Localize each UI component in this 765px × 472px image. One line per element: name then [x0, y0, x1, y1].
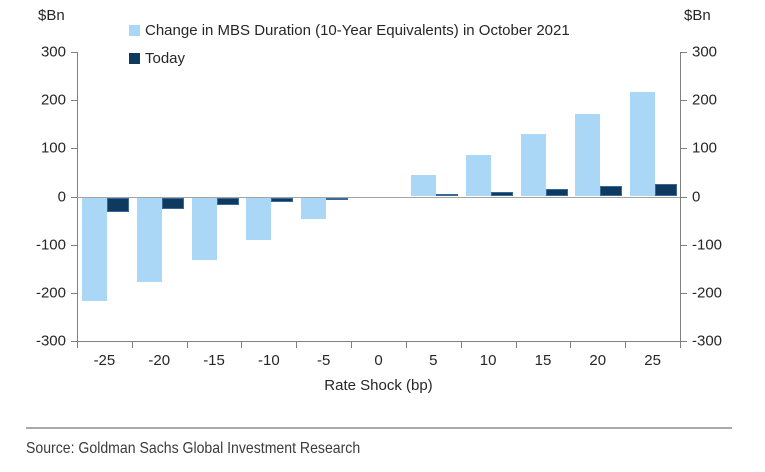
x-tick-mark — [405, 342, 407, 348]
x-tick-mark — [680, 342, 681, 348]
zero-line — [77, 197, 680, 198]
y-tick-mark-right — [681, 196, 687, 198]
bar — [246, 197, 272, 240]
bar — [82, 197, 107, 302]
y-tick-label-left: -100 — [35, 236, 66, 254]
y-tick-label-left: 200 — [40, 91, 66, 109]
bar — [216, 197, 239, 206]
bar — [655, 183, 678, 197]
y-axis-line-left — [77, 52, 78, 341]
legend-label: Today — [145, 49, 186, 67]
x-tick-label: -10 — [258, 352, 280, 369]
bar — [301, 197, 327, 219]
footer-divider — [26, 427, 732, 429]
y-tick-mark-right — [681, 341, 687, 342]
y-tick-mark-right — [681, 292, 687, 294]
y-tick-mark-left — [71, 196, 77, 198]
x-axis-line — [77, 341, 681, 342]
bar — [545, 188, 568, 197]
y-tick-label-right: -300 — [692, 332, 723, 350]
bar — [136, 197, 162, 283]
y-axis-unit-right: $Bn — [684, 7, 711, 24]
y-tick-label-right: 200 — [692, 91, 718, 109]
x-tick-label: 25 — [644, 352, 661, 369]
y-tick-mark-right — [681, 52, 687, 53]
bar — [490, 191, 513, 197]
y-tick-mark-left — [71, 52, 77, 53]
bar — [600, 186, 623, 197]
y-axis-unit-left: $Bn — [38, 7, 65, 24]
legend-row: Today — [129, 44, 570, 72]
y-tick-label-right: 0 — [692, 188, 701, 205]
y-tick-label-right: 100 — [692, 139, 718, 157]
y-tick-mark-left — [71, 341, 77, 342]
y-tick-label-left: 300 — [40, 43, 66, 61]
legend-label: Change in MBS Duration (10-Year Equivale… — [145, 21, 570, 39]
y-tick-mark-left — [71, 148, 77, 150]
x-tick-mark — [296, 342, 298, 348]
bar — [326, 197, 349, 200]
x-tick-mark — [351, 342, 353, 348]
x-tick-label: -20 — [148, 352, 171, 369]
y-tick-label-left: 0 — [57, 188, 66, 205]
x-tick-mark — [515, 342, 517, 348]
y-tick-mark-right — [681, 100, 687, 102]
y-tick-mark-right — [681, 148, 687, 150]
x-tick-mark — [241, 342, 243, 348]
y-tick-label-left: -300 — [35, 332, 66, 350]
y-tick-mark-left — [71, 100, 77, 102]
bar — [271, 197, 294, 203]
x-tick-mark — [186, 342, 188, 348]
legend-swatch — [129, 52, 140, 64]
x-tick-mark — [460, 342, 462, 348]
y-tick-label-right: -100 — [692, 236, 723, 254]
bar — [520, 134, 546, 197]
x-axis-title: Rate Shock (bp) — [324, 377, 433, 394]
bar — [435, 194, 458, 197]
bar — [630, 92, 656, 197]
x-tick-mark — [77, 342, 78, 348]
bar — [575, 113, 601, 197]
x-tick-label: -5 — [317, 352, 331, 369]
y-tick-mark-left — [71, 244, 77, 246]
bar — [161, 197, 184, 209]
y-tick-label-right: 300 — [692, 43, 718, 61]
bar — [191, 197, 217, 261]
x-tick-label: -15 — [203, 352, 225, 369]
x-tick-label: 10 — [479, 352, 497, 369]
bar — [465, 155, 491, 197]
y-tick-label-left: 100 — [40, 139, 66, 157]
chart-legend: Change in MBS Duration (10-Year Equivale… — [129, 16, 570, 72]
x-tick-label: -25 — [93, 352, 116, 369]
y-tick-label-right: -200 — [692, 284, 723, 302]
legend-swatch — [129, 24, 140, 36]
x-tick-mark — [570, 342, 572, 348]
x-tick-mark — [625, 342, 627, 348]
x-tick-label: 0 — [374, 352, 383, 369]
x-tick-label: 15 — [534, 352, 552, 369]
y-tick-mark-left — [71, 292, 77, 294]
y-axis-line-right — [680, 52, 681, 341]
bar — [410, 175, 436, 197]
legend-row: Change in MBS Duration (10-Year Equivale… — [129, 16, 570, 44]
x-tick-mark — [131, 342, 133, 348]
x-tick-label: 20 — [589, 352, 607, 369]
y-tick-mark-right — [681, 244, 687, 246]
source-text: Source: Goldman Sachs Global Investment … — [26, 440, 361, 457]
bar — [107, 197, 129, 213]
y-tick-label-left: -200 — [35, 284, 66, 302]
x-tick-label: 5 — [429, 352, 438, 369]
